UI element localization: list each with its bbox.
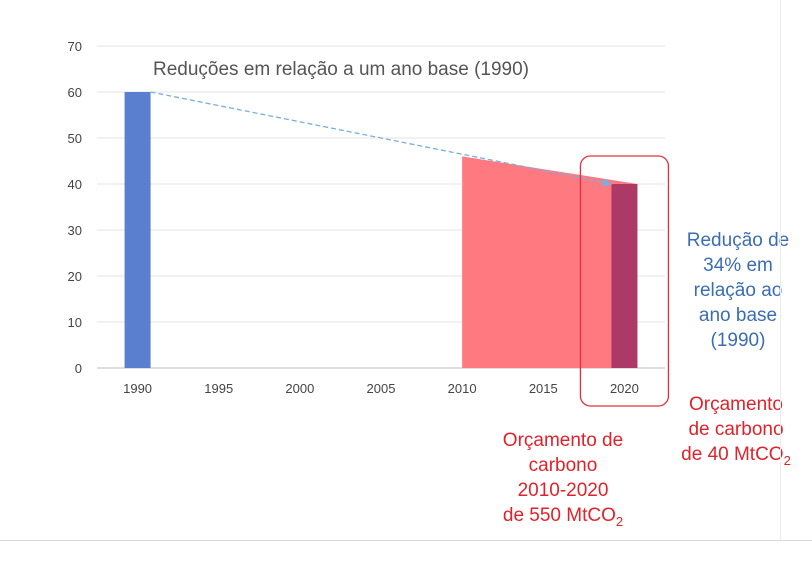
trend-arrow [150,91,613,187]
x-tick-label: 2010 [448,381,477,396]
y-tick-label: 50 [68,131,82,146]
page-divider [0,540,812,541]
y-tick-label: 40 [68,177,82,192]
y-axis-ticks: 0 10 20 30 40 50 60 70 [68,39,82,376]
y-tick-label: 30 [68,223,82,238]
reduction-annotation-line: ano base [698,305,778,326]
budget-period-annotation-line: de 550 MtCO2 [478,503,648,534]
x-tick-label: 1995 [204,381,233,396]
y-tick-label: 70 [68,39,82,54]
y-tick-label: 60 [68,85,82,100]
chart-marks [124,91,670,407]
budget-period-annotation-line: 2010-2020 [517,480,609,501]
budget-2020-annotation-line: de carbono [688,419,784,440]
reduction-annotation: Redução de 34% em relação ao ano base (1990) [668,228,808,353]
x-axis-ticks: 1990 1995 2000 2005 2010 2015 2020 [123,381,639,396]
carbon-budget-area [462,156,638,368]
x-tick-label: 1990 [123,381,152,396]
budget-2020-annotation-text: de 40 MtCO [681,444,784,465]
budget-2020-annotation-subscript: 2 [783,452,791,468]
budget-2020-annotation-line: de 40 MtCO2 [660,442,812,473]
budget-period-annotation-text: de 550 MtCO [502,505,616,526]
x-tick-label: 2020 [610,381,639,396]
y-tick-label: 20 [68,269,82,284]
budget-period-annotation: Orçamento de carbono 2010-2020 de 550 MtCO2 [478,428,648,534]
reduction-annotation-line: 34% em [703,255,773,276]
budget-period-annotation-subscript: 2 [615,513,624,529]
bar-2020 [611,184,638,368]
chart-title: Reduções em relação a um ano base (1990) [153,59,529,80]
x-tick-label: 2000 [285,381,314,396]
budget-period-annotation-line: Orçamento de [502,430,624,451]
budget-2020-annotation: Orçamento de carbono de 40 MtCO2 [660,392,812,473]
emissions-reduction-chart: 0 10 20 30 40 50 60 70 1990 1995 2000 2005 2010 2015… [68,39,670,407]
y-tick-label: 10 [68,315,82,330]
highlight-box-2020 [579,155,670,407]
budget-2020-annotation-line: Orçamento [689,394,783,415]
reduction-annotation-line: Redução de [686,230,790,251]
x-tick-label: 2015 [529,381,558,396]
reduction-annotation-line: relação ao [693,280,783,301]
budget-period-annotation-line: carbono [528,455,598,476]
page-edge [780,0,781,540]
bar-1990 [124,92,151,368]
x-tick-label: 2005 [367,381,396,396]
reduction-annotation-line: (1990) [710,330,766,351]
y-tick-label: 0 [75,361,82,376]
